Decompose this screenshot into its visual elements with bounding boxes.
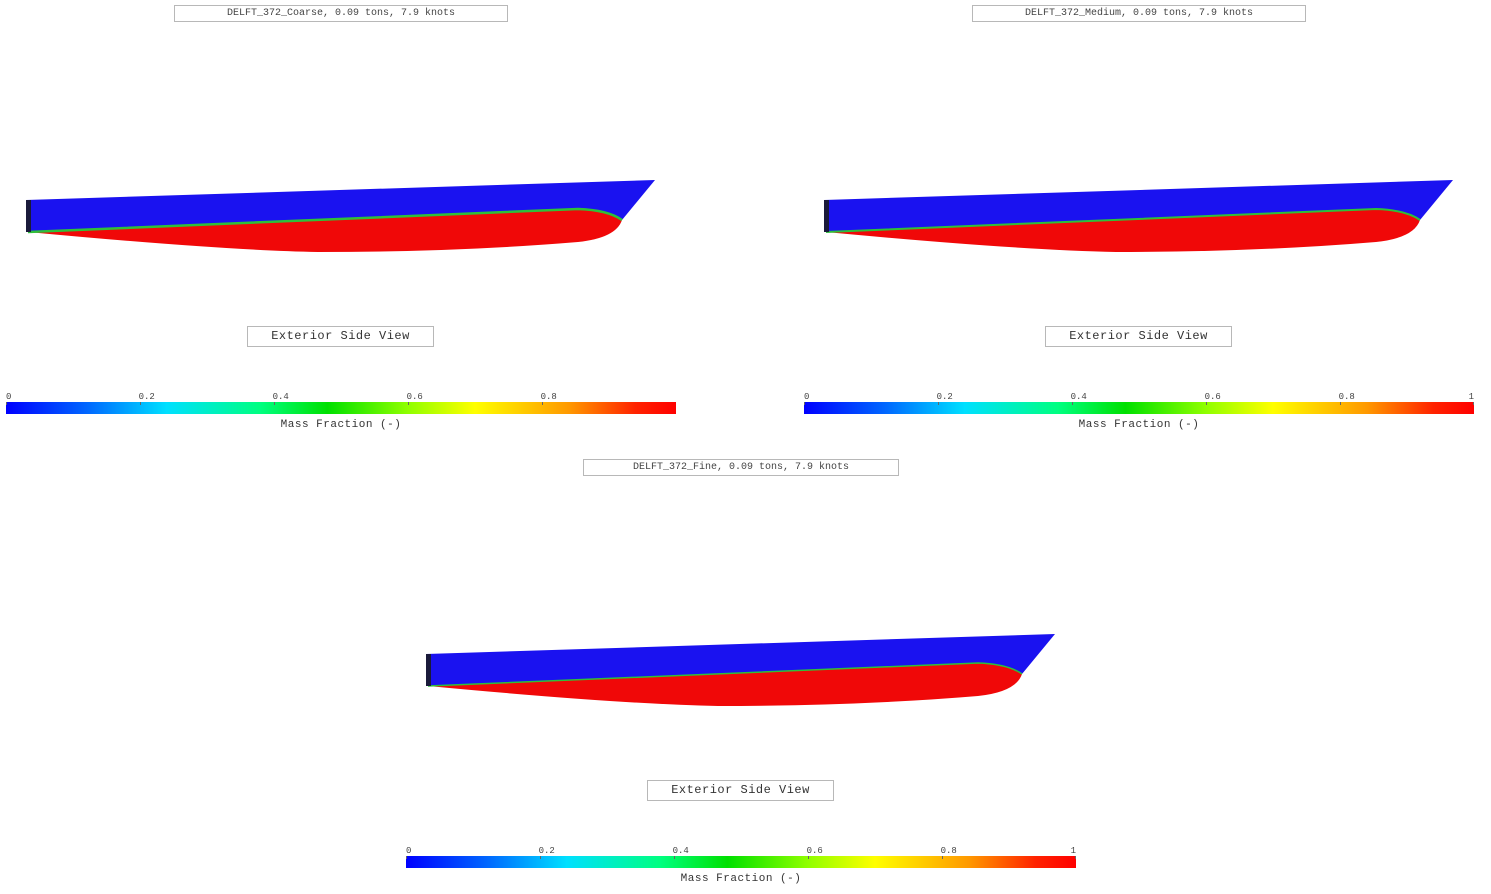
- colorbar-label: Mass Fraction (-): [680, 873, 802, 885]
- colorbar-tick: 1: [1070, 846, 1077, 856]
- colorbar-tick: 0.4: [672, 846, 689, 856]
- hull-render: [26, 180, 655, 252]
- colorbar: 0 0.2 0.4 0.6 0.8 Mass Fraction (-): [6, 393, 676, 431]
- colorbar-tick: 0: [5, 392, 12, 402]
- colorbar-tick: 0.6: [406, 392, 423, 402]
- colorbar-tick: 0.4: [1070, 392, 1087, 402]
- colorbar-tick: 0.8: [940, 846, 957, 856]
- colorbar-label: Mass Fraction (-): [1078, 419, 1200, 431]
- colorbar-tick: 0.6: [806, 846, 823, 856]
- transom-edge: [426, 654, 431, 686]
- view-label: Exterior Side View: [647, 780, 834, 801]
- air-region: [426, 634, 1055, 686]
- panel-medium: DELFT_372_Medium, 0.09 tons, 7.9 knots E…: [798, 0, 1478, 440]
- colorbar-gradient: [6, 402, 676, 414]
- colorbar-gradient: [804, 402, 1474, 414]
- panel-title: DELFT_372_Fine, 0.09 tons, 7.9 knots: [583, 459, 899, 476]
- panel-coarse: DELFT_372_Coarse, 0.09 tons, 7.9 knots E…: [0, 0, 680, 440]
- colorbar-tick: 0.2: [138, 392, 155, 402]
- colorbar-tick: 0.4: [272, 392, 289, 402]
- air-region: [824, 180, 1453, 232]
- view-label: Exterior Side View: [247, 326, 434, 347]
- colorbar-tick: 0.2: [936, 392, 953, 402]
- hull-render: [426, 634, 1055, 706]
- colorbar-tick: 0: [405, 846, 412, 856]
- colorbar-label: Mass Fraction (-): [280, 419, 402, 431]
- panel-title: DELFT_372_Coarse, 0.09 tons, 7.9 knots: [174, 5, 508, 22]
- colorbar-tick: 1: [1468, 392, 1475, 402]
- interface-line: [825, 207, 1421, 233]
- colorbar-tick: 0.8: [1338, 392, 1355, 402]
- transom-edge: [824, 200, 829, 232]
- air-region: [26, 180, 655, 232]
- view-label: Exterior Side View: [1045, 326, 1232, 347]
- water-region: [826, 209, 1420, 252]
- colorbar: 0 0.2 0.4 0.6 0.8 1 Mass Fraction (-): [804, 393, 1474, 432]
- transom-edge: [26, 200, 31, 232]
- water-region: [428, 663, 1022, 706]
- colorbar-tick: 0: [803, 392, 810, 402]
- interface-line: [427, 662, 1023, 687]
- water-region: [28, 209, 622, 252]
- interface-line: [27, 207, 623, 234]
- colorbar: 0 0.2 0.4 0.6 0.8 1 Mass Fraction (-): [406, 847, 1076, 886]
- colorbar-tick: 0.8: [540, 392, 557, 402]
- hull-render: [824, 180, 1453, 252]
- panel-fine: DELFT_372_Fine, 0.09 tons, 7.9 knots Ext…: [400, 454, 1080, 894]
- colorbar-tick: 0.2: [538, 846, 555, 856]
- panel-title: DELFT_372_Medium, 0.09 tons, 7.9 knots: [972, 5, 1306, 22]
- colorbar-tick: 0.6: [1204, 392, 1221, 402]
- colorbar-gradient: [406, 856, 1076, 868]
